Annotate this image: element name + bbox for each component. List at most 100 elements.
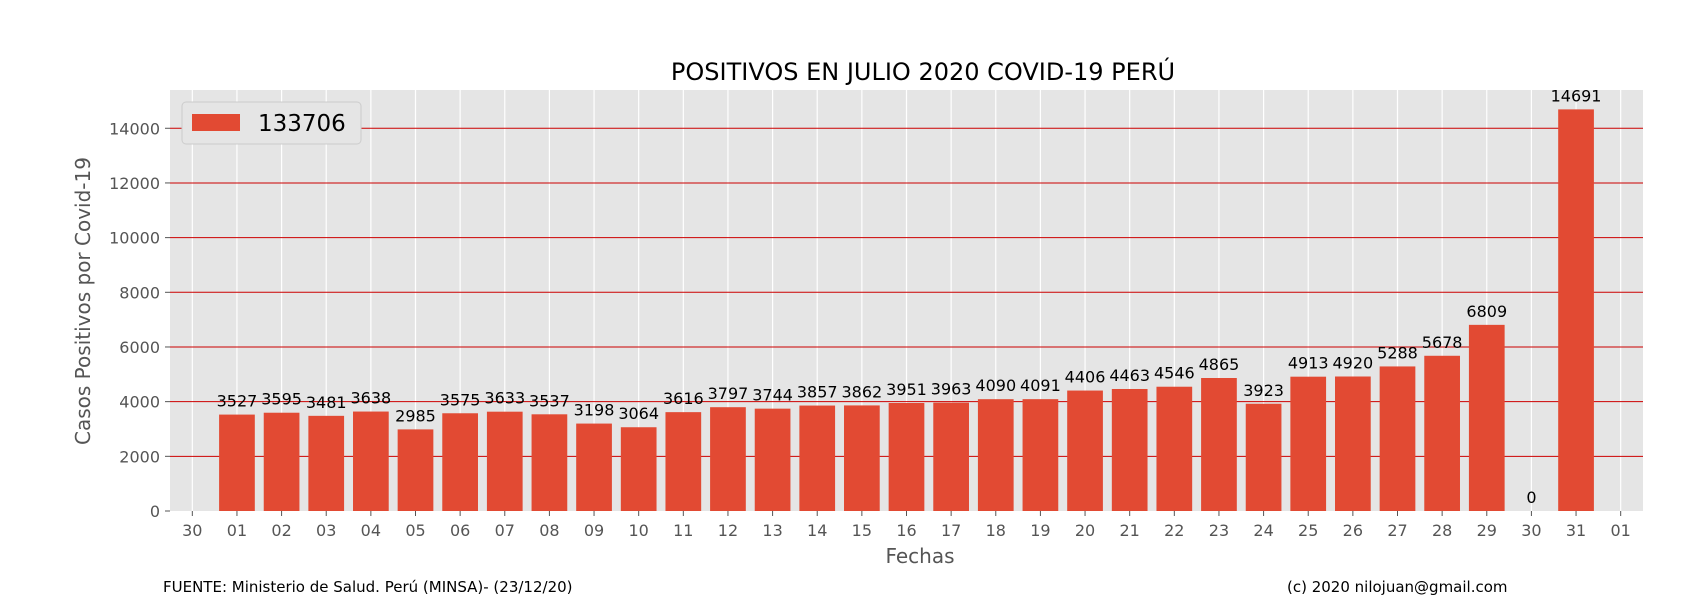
y-tick-label: 12000 [109, 174, 160, 193]
legend-box [181, 101, 362, 145]
legend-swatch [192, 114, 240, 131]
bar [1245, 403, 1282, 511]
x-tick-label: 31 [1566, 521, 1586, 540]
x-tick-label: 15 [852, 521, 872, 540]
bar [442, 413, 478, 511]
bar [397, 429, 434, 511]
x-tick-label: 18 [986, 521, 1006, 540]
bar-value-label: 4920 [1333, 353, 1374, 372]
x-tick-label: 25 [1298, 521, 1318, 540]
bar [1067, 390, 1103, 511]
bar [1558, 109, 1594, 512]
bar-value-label: 3633 [484, 389, 525, 408]
y-axis-label: Casos Positivos por Covid-19 [71, 157, 95, 445]
x-tick-label: 27 [1387, 521, 1407, 540]
x-tick-label: 26 [1343, 521, 1363, 540]
bar [1201, 378, 1237, 511]
bar-value-label: 4090 [975, 376, 1016, 395]
bar-value-label: 3595 [261, 390, 302, 409]
bar-value-label: 4091 [1020, 376, 1061, 395]
x-tick-label: 02 [271, 521, 291, 540]
x-tick-label: 01 [227, 521, 247, 540]
bar [710, 407, 746, 511]
bar [1379, 366, 1416, 511]
x-axis-label: Fechas [885, 544, 954, 568]
y-tick-label: 0 [150, 502, 160, 521]
bar-value-label: 4865 [1199, 355, 1240, 374]
x-tick-label: 03 [316, 521, 336, 540]
x-tick-label: 24 [1253, 521, 1273, 540]
x-tick-label: 30 [182, 521, 202, 540]
bar [486, 411, 523, 511]
bar-value-label: 3616 [663, 389, 704, 408]
bar [263, 412, 300, 511]
x-tick-label: 12 [718, 521, 738, 540]
x-tick-label: 13 [762, 521, 782, 540]
x-tick-label: 01 [1611, 521, 1631, 540]
bar-value-label: 3862 [842, 382, 883, 401]
bar [888, 402, 925, 511]
x-tick-label: 04 [361, 521, 381, 540]
bar [531, 414, 568, 511]
x-tick-label: 09 [584, 521, 604, 540]
x-tick-label: 07 [495, 521, 515, 540]
y-tick-label: 2000 [119, 447, 160, 466]
y-tick-label: 10000 [109, 229, 160, 248]
bar-value-label: 3951 [886, 380, 927, 399]
x-tick-label: 10 [629, 521, 649, 540]
x-tick-label: 17 [941, 521, 961, 540]
bar [799, 405, 836, 511]
x-tick-label: 30 [1521, 521, 1541, 540]
bar-value-label: 6809 [1466, 302, 1507, 321]
x-tick-label: 21 [1120, 521, 1140, 540]
bar-value-label: 3797 [708, 384, 749, 403]
bar-value-label: 4913 [1288, 354, 1329, 373]
source-note: FUENTE: Ministerio de Salud. Perú (MINSA… [163, 578, 573, 596]
bar-value-label: 4406 [1065, 368, 1106, 387]
y-tick-label: 6000 [119, 338, 160, 357]
bar-value-label: 3744 [752, 386, 793, 405]
credit-note: (c) 2020 nilojuan@gmail.com [1287, 578, 1508, 596]
bar-value-label: 3575 [440, 390, 481, 409]
legend: 133706 [181, 101, 362, 145]
x-tick-label: 28 [1432, 521, 1452, 540]
y-axis: 0 2000 4000 6000 8000 10000 12000 14000 [109, 119, 170, 521]
bar-value-label: 3527 [217, 392, 258, 411]
bars [219, 109, 1594, 512]
bar-value-label: 14691 [1551, 86, 1602, 105]
bar [308, 415, 345, 511]
x-tick-label: 08 [539, 521, 559, 540]
bar-value-label: 3481 [306, 393, 347, 412]
x-axis: 30 01 02 03 04 05 06 07 08 09 10 11 12 13 14 15 16 17 18 19… [182, 511, 1631, 540]
bar-value-label: 0 [1526, 488, 1536, 507]
x-tick-label: 05 [405, 521, 425, 540]
bar-value-label: 4546 [1154, 364, 1195, 383]
bar [353, 411, 389, 511]
bar-value-label: 3963 [931, 380, 972, 399]
bar [620, 427, 657, 511]
bar [219, 414, 255, 511]
x-tick-label: 06 [450, 521, 470, 540]
x-tick-label: 20 [1075, 521, 1095, 540]
bar [1156, 386, 1193, 511]
x-tick-label: 29 [1477, 521, 1497, 540]
bar [754, 408, 791, 511]
bar [1335, 376, 1371, 511]
legend-label: 133706 [258, 111, 346, 137]
bar [844, 405, 880, 511]
chart-title: POSITIVOS EN JULIO 2020 COVID-19 PERÚ [671, 56, 1175, 86]
bar-value-label: 5288 [1377, 343, 1418, 362]
bar-value-label: 3923 [1243, 381, 1284, 400]
bar [1290, 376, 1327, 511]
x-tick-label: 16 [896, 521, 916, 540]
x-tick-label: 11 [673, 521, 693, 540]
y-tick-label: 4000 [119, 393, 160, 412]
bar [977, 399, 1014, 511]
x-tick-label: 22 [1164, 521, 1184, 540]
bar [1022, 399, 1059, 511]
bar [1111, 388, 1148, 511]
bar [576, 423, 612, 511]
x-tick-label: 23 [1209, 521, 1229, 540]
